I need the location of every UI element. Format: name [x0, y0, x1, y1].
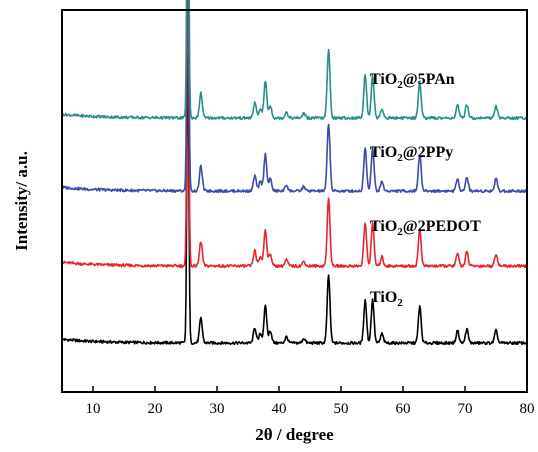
x-tick-label: 50 — [334, 401, 349, 417]
series-label: TiO2@2PPy — [370, 144, 453, 164]
x-axis-title: 2θ / degree — [255, 425, 334, 444]
x-tick-label: 20 — [148, 401, 163, 417]
x-tick-label: 40 — [272, 401, 287, 417]
series-label: TiO2@2PEDOT — [370, 218, 481, 238]
x-tick-label: 60 — [396, 401, 411, 417]
series-lines — [61, 0, 528, 346]
series-line — [61, 0, 528, 121]
plot-frame — [61, 9, 528, 393]
y-axis-title: Intensity/ a.u. — [12, 151, 31, 251]
series-line — [61, 0, 528, 269]
series-line — [61, 0, 528, 194]
x-tick-label: 10 — [86, 401, 101, 417]
series-line — [61, 34, 528, 346]
series-label: TiO2@5PAn — [370, 71, 455, 91]
x-tick-label: 70 — [458, 401, 473, 417]
x-tick-label: 30 — [210, 401, 225, 417]
x-tick-label: 80 — [520, 401, 535, 417]
series-label: TiO2 — [370, 289, 403, 309]
series-labels: TiO2 TiO2@2PEDOT TiO2@2PPy TiO2@5PAn — [370, 71, 481, 309]
x-axis-ticks: 10 20 30 40 50 60 70 80 — [86, 386, 535, 417]
